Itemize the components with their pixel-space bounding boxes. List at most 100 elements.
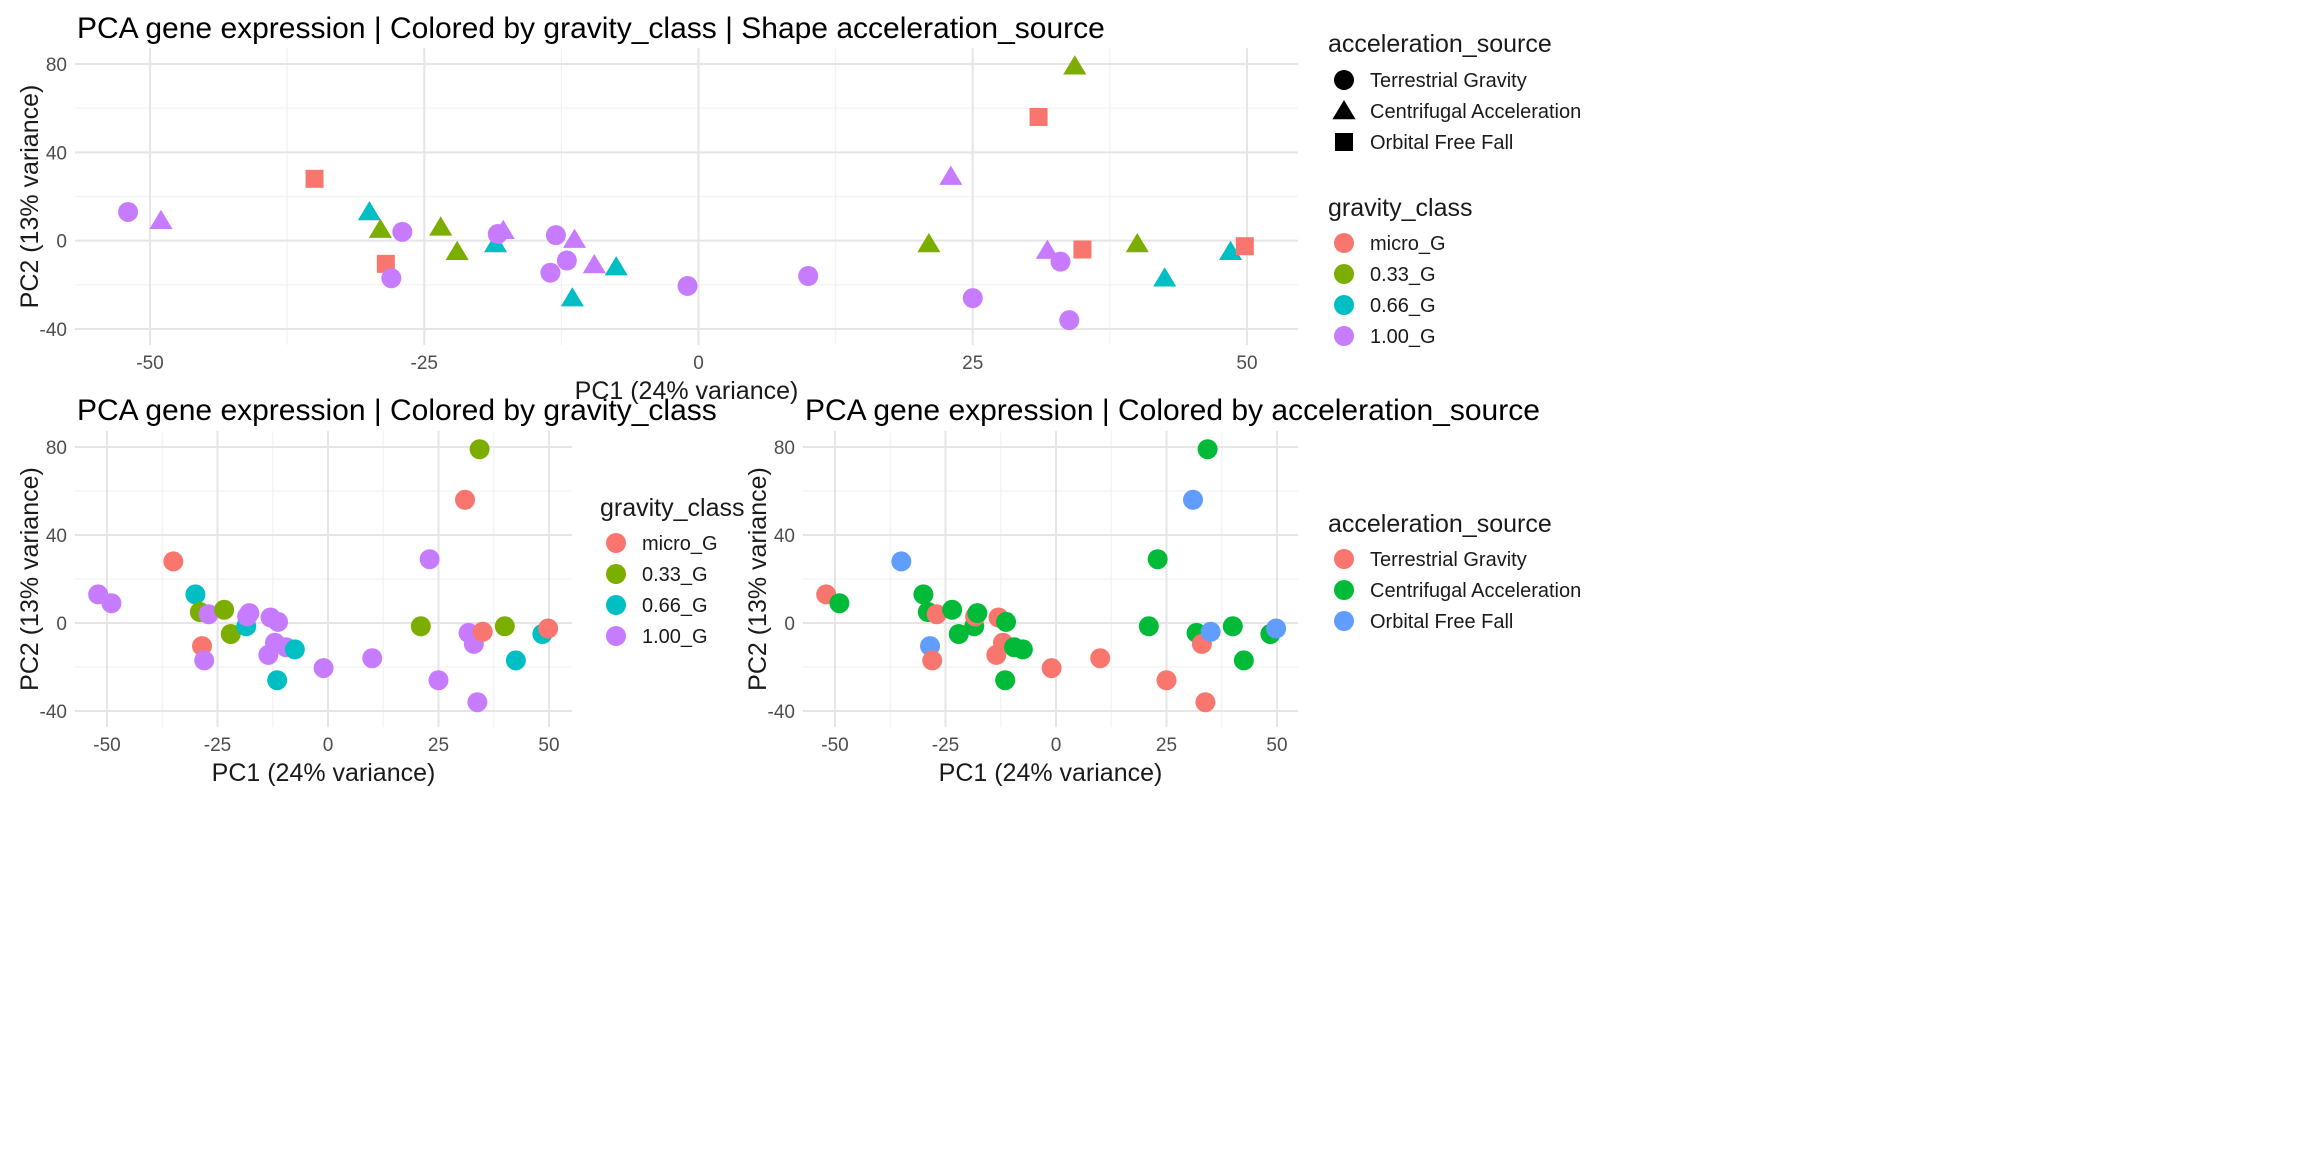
data-point	[917, 232, 941, 253]
data-point	[1041, 658, 1062, 679]
legend-label: Terrestrial Gravity	[1370, 549, 1527, 571]
data-point	[891, 551, 912, 572]
y-tick-label: 40	[774, 526, 795, 547]
data-point	[1195, 692, 1216, 713]
data-point	[829, 593, 850, 614]
data-point	[1156, 670, 1177, 691]
legend-label: micro_G	[1370, 233, 1446, 255]
legend-key-color	[1334, 233, 1354, 253]
legend-key-circle	[1334, 70, 1354, 90]
data-point	[677, 275, 698, 296]
y-tick-label: -40	[40, 702, 67, 723]
x-tick-label: 25	[1156, 735, 1177, 756]
panel-2: -50 -25 0 25 50 -40 0 40 80 PC1 (24% variance) PC2…	[16, 394, 745, 787]
panel-1: -50 -25 0 25 50 -40 0 40 80 PC1 (24% variance) PC2…	[16, 12, 1581, 405]
data-point	[1012, 639, 1033, 660]
data-point	[1059, 310, 1080, 331]
data-point	[455, 489, 476, 510]
data-point	[214, 599, 235, 620]
data-point	[118, 201, 139, 222]
legend-title: gravity_class	[1328, 194, 1473, 222]
data-point	[494, 616, 515, 637]
data-points	[118, 55, 1254, 331]
data-point	[1266, 618, 1287, 639]
y-tick-label: 80	[774, 438, 795, 459]
x-axis-title: PC1 (24% variance)	[575, 377, 799, 405]
legend-title: acceleration_source	[1328, 30, 1552, 58]
data-point	[467, 692, 488, 713]
data-point	[194, 650, 215, 671]
data-point	[357, 200, 381, 221]
data-point	[1147, 549, 1168, 570]
y-tick-label: 0	[56, 614, 67, 635]
legend-title: acceleration_source	[1328, 510, 1552, 538]
data-point	[313, 658, 334, 679]
data-point	[562, 228, 587, 248]
data-point	[429, 216, 453, 236]
y-axis-title: PC2 (13% variance)	[744, 467, 772, 691]
legend-key-color	[606, 564, 626, 584]
legend-key-color	[606, 626, 626, 646]
data-point	[1125, 232, 1149, 253]
data-point	[163, 551, 184, 572]
y-tick-label: 40	[46, 526, 67, 547]
x-tick-label: -25	[204, 735, 231, 756]
x-tick-label: -50	[821, 735, 848, 756]
x-axis-title: PC1 (24% variance)	[939, 759, 1163, 787]
legend-title: gravity_class	[600, 494, 745, 522]
data-point	[1183, 489, 1204, 510]
data-point	[996, 611, 1017, 632]
data-point	[604, 256, 628, 276]
legend-gravity-class: gravity_class micro_G 0.33_G 0.66_G 1.00_G	[600, 494, 745, 648]
data-point	[469, 439, 490, 460]
data-point	[505, 650, 526, 671]
panel-3: -50 -25 0 25 50 -40 0 40 80 PC1 (24% variance) PC2…	[744, 394, 1581, 787]
data-point	[582, 253, 606, 274]
legend-gravity-class: gravity_class micro_G 0.33_G 0.66_G 1.00_G	[1328, 194, 1473, 348]
data-point	[560, 287, 584, 307]
y-axis-title: PC2 (13% variance)	[16, 467, 44, 691]
legend-label: Centrifugal Acceleration	[1370, 101, 1581, 123]
data-point	[185, 584, 206, 605]
data-point	[1233, 650, 1254, 671]
legend-label: 0.66_G	[1370, 295, 1436, 317]
data-point	[913, 584, 934, 605]
data-point	[362, 648, 383, 669]
x-tick-label: -50	[93, 735, 120, 756]
legend-key-color	[1334, 549, 1354, 569]
data-point	[392, 221, 413, 242]
x-tick-label: 50	[1266, 735, 1287, 756]
legend-key-color	[1334, 611, 1354, 631]
x-tick-label: -50	[136, 353, 163, 374]
data-point	[1050, 251, 1071, 272]
x-tick-label: -25	[932, 735, 959, 756]
legend-label: Terrestrial Gravity	[1370, 70, 1527, 92]
data-point	[472, 621, 493, 642]
data-point	[368, 218, 392, 238]
legend-key-color	[1334, 264, 1354, 284]
y-tick-label: 0	[784, 614, 795, 635]
data-point	[268, 611, 289, 632]
data-point	[1063, 55, 1087, 75]
data-point	[942, 599, 963, 620]
legend-key-color	[1334, 326, 1354, 346]
data-point	[967, 603, 988, 624]
data-point	[995, 670, 1016, 691]
legend-label: 0.33_G	[1370, 264, 1436, 286]
data-points	[88, 439, 559, 713]
data-point	[926, 604, 947, 625]
data-point	[540, 262, 561, 283]
data-point	[267, 670, 288, 691]
data-point	[445, 240, 469, 260]
data-point	[1073, 240, 1092, 259]
x-tick-label: 50	[1236, 353, 1257, 374]
data-point	[410, 616, 431, 637]
data-point	[1200, 621, 1221, 642]
legend-acceleration-source: acceleration_source Terrestrial Gravity Ce…	[1328, 30, 1581, 154]
legend-key-color	[1334, 295, 1354, 315]
y-tick-label: -40	[40, 320, 67, 341]
x-tick-label: 25	[962, 353, 983, 374]
x-axis-title: PC1 (24% variance)	[212, 759, 436, 787]
data-point	[1138, 616, 1159, 637]
